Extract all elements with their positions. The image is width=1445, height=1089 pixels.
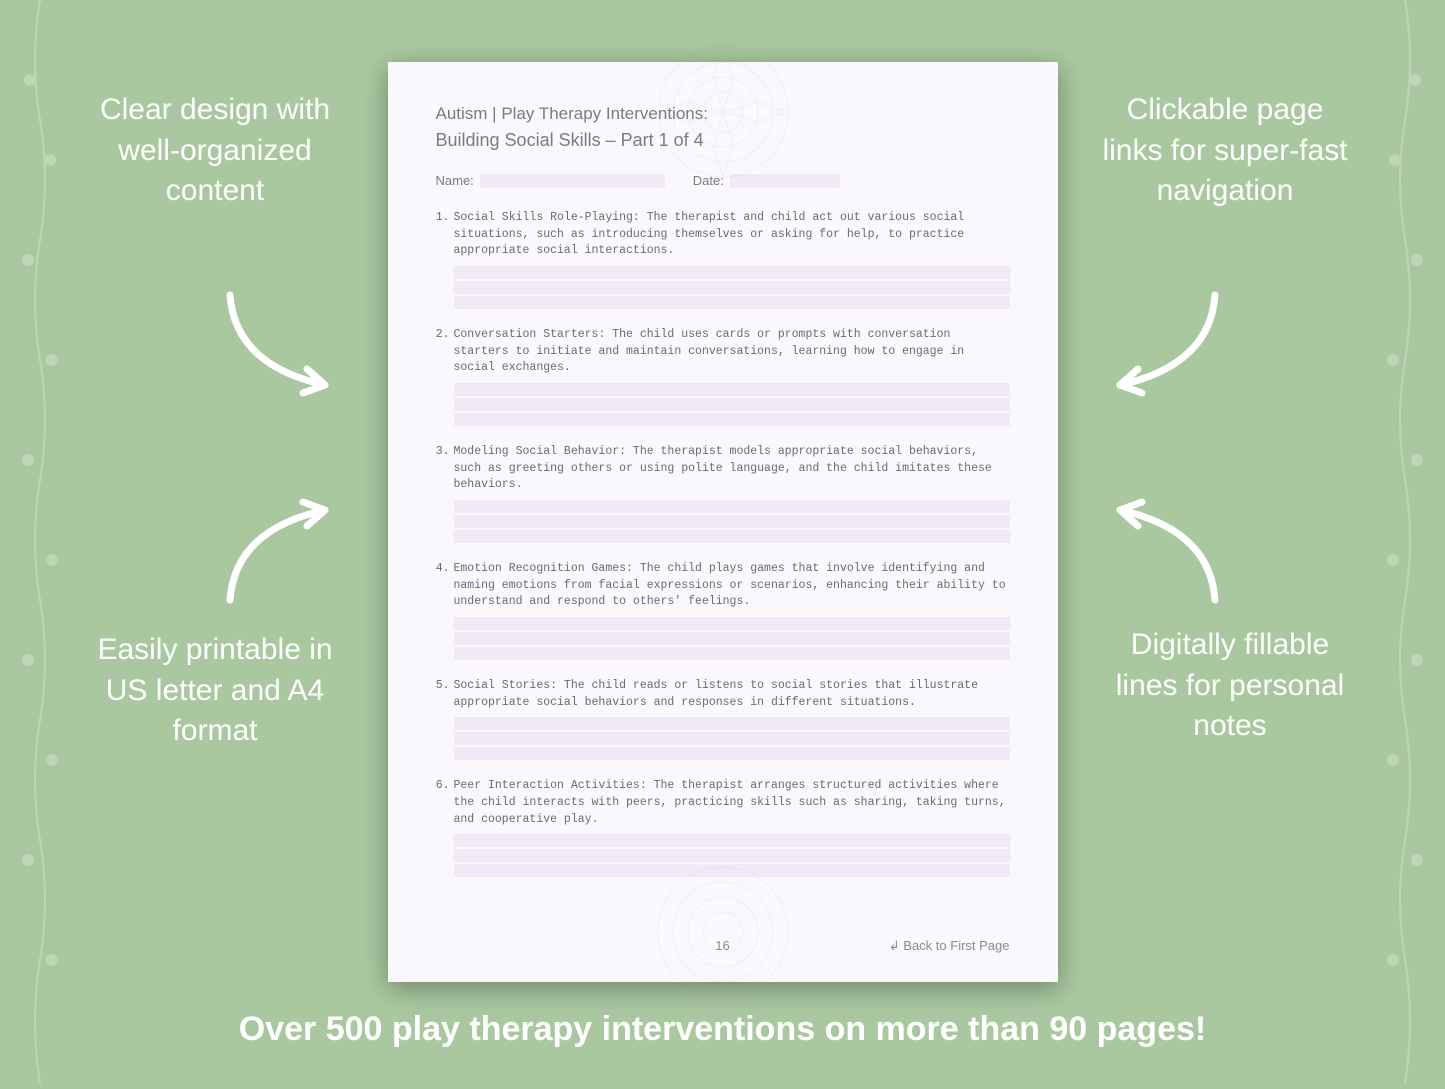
list-item: 2. Conversation Starters: The child uses… (436, 327, 1010, 428)
item-text: Social Skills Role-Playing: The therapis… (454, 210, 1010, 260)
page-footer: 16 ↲ Back to First Page (436, 938, 1010, 954)
items-list: 1. Social Skills Role-Playing: The thera… (436, 210, 1010, 879)
note-lines[interactable] (454, 617, 1010, 660)
list-item: 4. Emotion Recognition Games: The child … (436, 561, 1010, 662)
name-date-row: Name: Date: (436, 173, 1010, 188)
item-number: 3. (436, 444, 454, 545)
list-item: 6. Peer Interaction Activities: The ther… (436, 778, 1010, 879)
item-text: Peer Interaction Activities: The therapi… (454, 778, 1010, 828)
item-text: Modeling Social Behavior: The therapist … (454, 444, 1010, 494)
vine-decoration-right (1375, 0, 1435, 1084)
page-number: 16 (715, 938, 729, 953)
name-label: Name: (436, 173, 474, 188)
callout-top-left: Clear design with well-organized content (95, 90, 335, 212)
item-number: 4. (436, 561, 454, 662)
arrow-bottom-left-icon (215, 490, 355, 610)
bottom-banner: Over 500 play therapy interventions on m… (0, 1010, 1445, 1049)
list-item: 3. Modeling Social Behavior: The therapi… (436, 444, 1010, 545)
document-page: Autism | Play Therapy Interventions: Bui… (388, 62, 1058, 982)
callout-bottom-right: Digitally fillable lines for personal no… (1110, 625, 1350, 747)
date-label: Date: (693, 173, 724, 188)
item-text: Conversation Starters: The child uses ca… (454, 327, 1010, 377)
note-lines[interactable] (454, 383, 1010, 426)
date-field[interactable] (730, 174, 840, 188)
item-number: 1. (436, 210, 454, 311)
name-field[interactable] (480, 174, 665, 188)
list-item: 5. Social Stories: The child reads or li… (436, 678, 1010, 762)
item-number: 5. (436, 678, 454, 762)
arrow-bottom-right-icon (1090, 490, 1230, 610)
arrow-top-right-icon (1090, 285, 1230, 405)
item-number: 6. (436, 778, 454, 879)
note-lines[interactable] (454, 266, 1010, 309)
page-subheader: Building Social Skills – Part 1 of 4 (436, 130, 1010, 151)
mandala-decoration-bottom (583, 862, 863, 1002)
note-lines[interactable] (454, 834, 1010, 877)
list-item: 1. Social Skills Role-Playing: The thera… (436, 210, 1010, 311)
callout-top-right: Clickable page links for super-fast navi… (1100, 90, 1350, 212)
item-text: Social Stories: The child reads or liste… (454, 678, 1010, 711)
arrow-top-left-icon (215, 285, 355, 405)
item-text: Emotion Recognition Games: The child pla… (454, 561, 1010, 611)
callout-bottom-left: Easily printable in US letter and A4 for… (95, 630, 335, 752)
page-header: Autism | Play Therapy Interventions: (436, 104, 1010, 124)
back-to-first-link[interactable]: ↲ Back to First Page (889, 938, 1010, 954)
vine-decoration-left (10, 0, 70, 1084)
note-lines[interactable] (454, 717, 1010, 760)
note-lines[interactable] (454, 500, 1010, 543)
item-number: 2. (436, 327, 454, 428)
